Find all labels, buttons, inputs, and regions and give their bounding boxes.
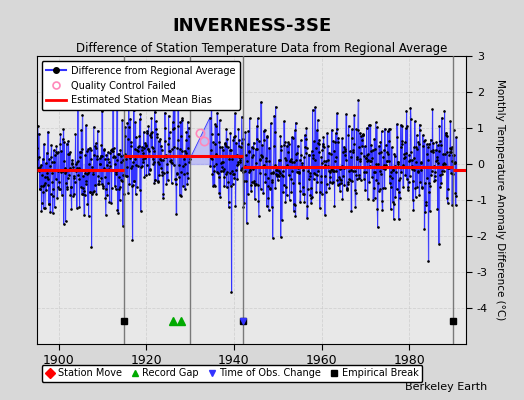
Text: Berkeley Earth: Berkeley Earth: [405, 382, 487, 392]
Legend: Station Move, Record Gap, Time of Obs. Change, Empirical Break: Station Move, Record Gap, Time of Obs. C…: [41, 364, 422, 382]
Y-axis label: Monthly Temperature Anomaly Difference (°C): Monthly Temperature Anomaly Difference (…: [495, 79, 505, 321]
Title: INVERNESS-3SE: INVERNESS-3SE: [172, 17, 331, 35]
Text: Difference of Station Temperature Data from Regional Average: Difference of Station Temperature Data f…: [77, 42, 447, 55]
